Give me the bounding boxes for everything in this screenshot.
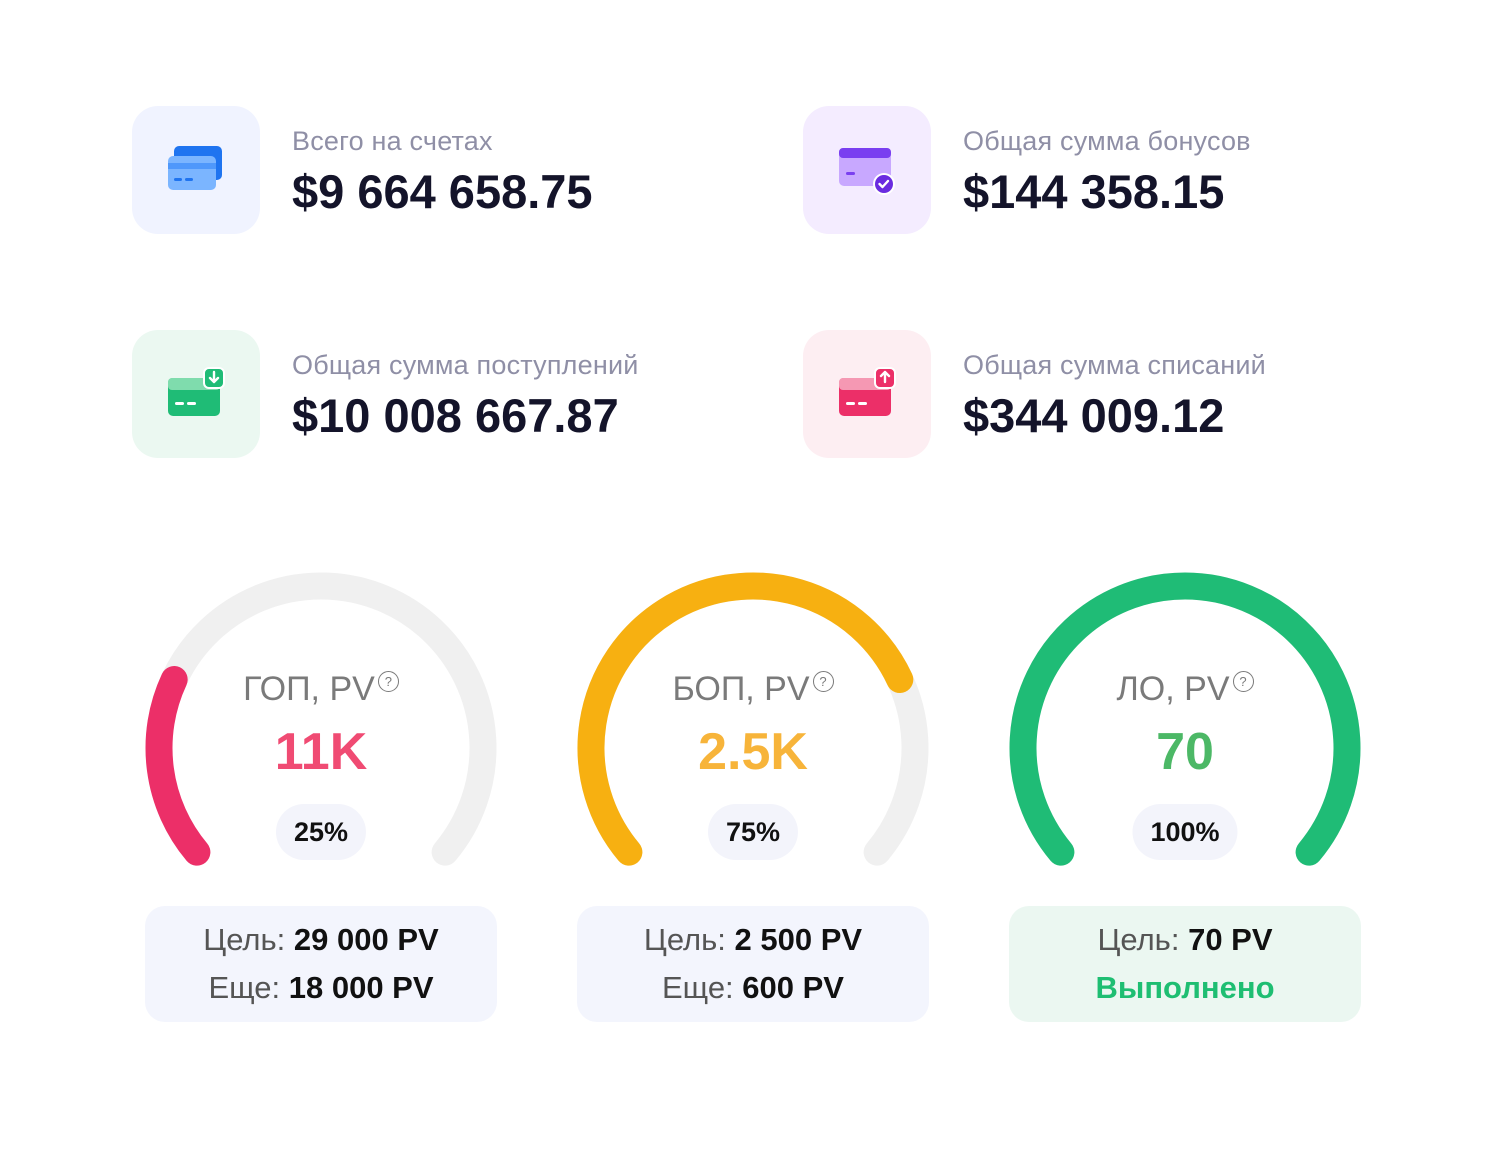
stat-label: Общая сумма списаний	[963, 350, 1266, 380]
gauge-ring	[577, 572, 929, 866]
gauge-title-text: ГОП, PV	[243, 670, 375, 708]
card-check-icon	[803, 106, 931, 234]
gauge-goal-box: Цель: 70 PV Выполнено	[1009, 906, 1361, 1022]
stat-value: $10 008 667.87	[292, 389, 619, 442]
gauge-value: 11K	[274, 723, 368, 781]
stat-label: Всего на счетах	[292, 126, 493, 156]
gauge-title: ЛО, PV?	[1009, 670, 1361, 709]
remain-value: 18 000 PV	[288, 970, 434, 1005]
help-icon[interactable]: ?	[812, 671, 834, 692]
stat-label: Общая сумма поступлений	[292, 350, 639, 380]
goal-value: 2 500 PV	[734, 922, 863, 957]
gauge-bop: БОП, PV? 2.5K 75% Цель: 2 500 PV Еще: 60…	[577, 572, 929, 1032]
gauge-ring	[1009, 572, 1361, 866]
gauge-ring	[145, 572, 497, 866]
goal-label: Цель:	[1097, 922, 1180, 957]
completed-status: Выполнено	[1095, 970, 1275, 1005]
goal-label: Цель:	[203, 922, 286, 957]
gauge-value: 70	[1156, 723, 1214, 781]
gauge-percent-badge: 25%	[275, 804, 367, 860]
card-download-icon	[132, 330, 260, 458]
remain-line: Еще: 18 000 PV	[145, 964, 497, 1012]
help-icon[interactable]: ?	[1232, 671, 1254, 692]
remain-label: Еще:	[661, 970, 734, 1005]
goal-line: Цель: 70 PV	[1009, 916, 1361, 964]
gauge-progress-arc	[145, 666, 211, 866]
goal-line: Цель: 2 500 PV	[577, 916, 929, 964]
stat-label: Общая сумма бонусов	[963, 126, 1251, 156]
gauge-title-text: ЛО, PV	[1116, 670, 1230, 708]
remain-value: 600 PV	[742, 970, 844, 1005]
remain-line: Еще: 600 PV	[577, 964, 929, 1012]
stat-value: $9 664 658.75	[292, 165, 593, 218]
gauge-progress-arc	[1009, 572, 1361, 866]
gauge-title-text: БОП, PV	[672, 670, 810, 708]
stat-value: $144 358.15	[963, 165, 1225, 218]
gauge-progress-arc	[577, 572, 914, 866]
gauge-percent-badge: 100%	[1132, 804, 1238, 860]
goal-line: Цель: 29 000 PV	[145, 916, 497, 964]
help-icon[interactable]: ?	[377, 671, 399, 692]
gauge-title: БОП, PV?	[577, 670, 929, 709]
gauge-title: ГОП, PV?	[145, 670, 497, 709]
gauge-percent-badge: 75%	[707, 804, 799, 860]
gauge-lo: ЛО, PV? 70 100% Цель: 70 PV Выполнено	[1009, 572, 1361, 1032]
card-upload-icon	[803, 330, 931, 458]
gauge-gop: ГОП, PV? 11K 25% Цель: 29 000 PV Еще: 18…	[145, 572, 497, 1032]
remain-label: Еще:	[208, 970, 281, 1005]
gauge-value: 2.5K	[698, 723, 808, 781]
gauge-goal-box: Цель: 2 500 PV Еще: 600 PV	[577, 906, 929, 1022]
goal-label: Цель:	[643, 922, 726, 957]
goal-value: 70 PV	[1188, 922, 1273, 957]
gauge-goal-box: Цель: 29 000 PV Еще: 18 000 PV	[145, 906, 497, 1022]
credit-cards-icon	[132, 106, 260, 234]
stat-value: $344 009.12	[963, 389, 1225, 442]
goal-value: 29 000 PV	[293, 922, 439, 957]
